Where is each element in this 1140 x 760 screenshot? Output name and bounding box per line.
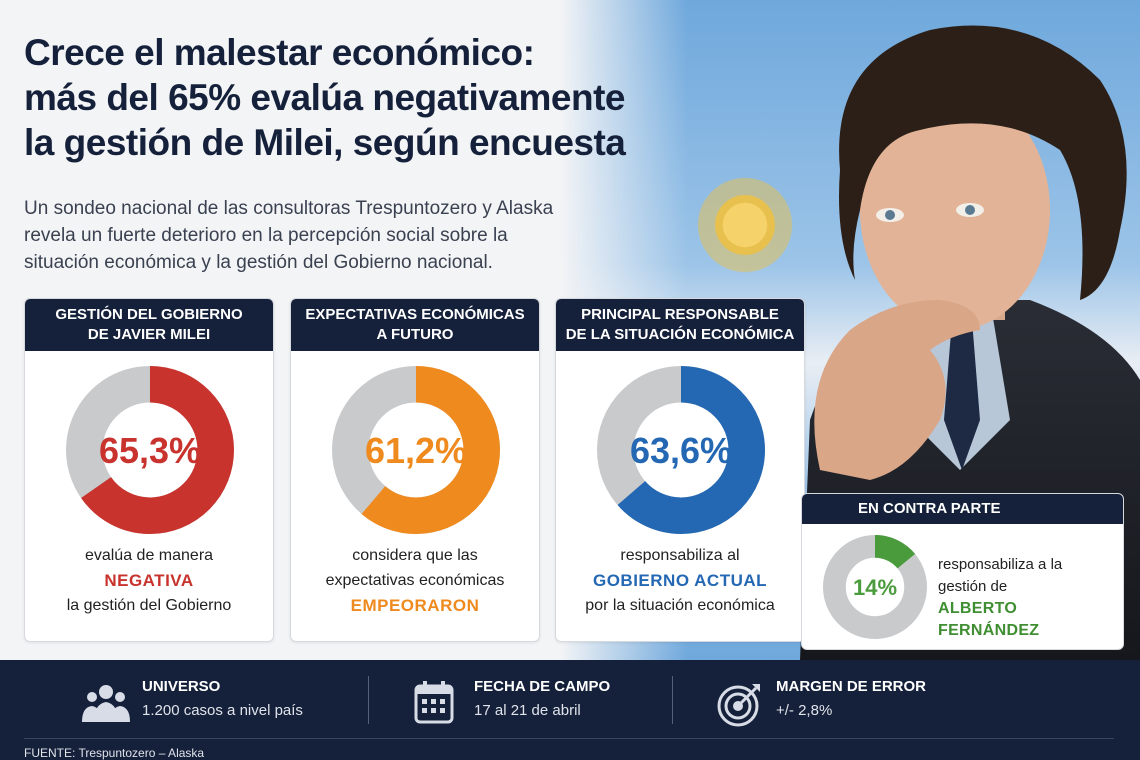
people-icon	[82, 685, 130, 722]
desc-line: la gestión del Gobierno	[66, 597, 232, 614]
subtitle-line: revela un fuerte deterioro en la percepc…	[24, 225, 508, 246]
footer-divider	[368, 676, 369, 724]
donut-chart: 14%	[823, 535, 927, 639]
donut-percentage-label: 61,2%	[365, 430, 467, 471]
card-header: GESTIÓN DEL GOBIERNO DE JAVIER MILEI	[25, 299, 273, 351]
card-description: considera que las expectativas económica…	[291, 543, 539, 618]
footer-label: FECHA DE CAMPO	[474, 678, 611, 695]
donut-value-slice	[66, 366, 234, 534]
card-responsable: PRINCIPAL RESPONSABLE DE LA SITUACIÓN EC…	[555, 298, 805, 642]
donut-value-slice	[597, 366, 765, 534]
side-card-header: EN CONTRA PARTE	[802, 494, 1123, 524]
card-header-line: A FUTURO	[376, 326, 454, 343]
donut-chart: 61,2%	[332, 366, 500, 534]
card-contra-parte: EN CONTRA PARTE 14% responsabiliza a la …	[801, 493, 1124, 650]
subtitle-line: situación económica y la gestión del Gob…	[24, 252, 493, 273]
card-header-line: PRINCIPAL RESPONSABLE	[581, 306, 779, 323]
title-line: Crece el malestar económico:	[24, 32, 535, 73]
footer-label: MARGEN DE ERROR	[776, 678, 927, 695]
portrait-photo	[800, 25, 1140, 660]
donut-percentage-label: 63,6%	[630, 430, 732, 471]
card-header-line: DE JAVIER MILEI	[87, 326, 211, 343]
side-description: responsabiliza a la gestión de ALBERTO F…	[938, 554, 1123, 642]
desc-line: por la situación económica	[585, 597, 775, 614]
card-expectativas: EXPECTATIVAS ECONÓMICAS A FUTURO 61,2% c…	[290, 298, 540, 642]
calendar-icon	[414, 681, 454, 724]
footer-divider	[672, 676, 673, 724]
footer-label: UNIVERSO	[142, 678, 221, 695]
title-line: más del 65% evalúa negativamente	[24, 77, 625, 118]
card-description: evalúa de manera NEGATIVA la gestión del…	[25, 543, 273, 618]
card-header: PRINCIPAL RESPONSABLE DE LA SITUACIÓN EC…	[556, 299, 804, 351]
subtitle-line: Un sondeo nacional de las consultoras Tr…	[24, 198, 554, 219]
desc-line: considera que las	[352, 547, 478, 564]
flag-sun-emblem	[690, 170, 800, 280]
donut-value-slice	[823, 535, 927, 639]
title-line: la gestión de Milei, según encuesta	[24, 122, 626, 163]
donut-percentage-label: 65,3%	[99, 430, 201, 471]
source-note: FUENTE: Trespuntozero – Alaska	[24, 746, 205, 760]
main-title: Crece el malestar económico: más del 65%…	[24, 30, 664, 165]
card-header: EXPECTATIVAS ECONÓMICAS A FUTURO	[291, 299, 539, 351]
footer-bar: UNIVERSO 1.200 casos a nivel país FECHA …	[0, 660, 1140, 760]
donut-chart: 63,6%	[597, 366, 765, 534]
target-icon	[717, 684, 760, 727]
desc-line: gestión de	[938, 578, 1008, 595]
card-header-line: DE LA SITUACIÓN ECONÓMICA	[565, 326, 795, 343]
highlight-text: NEGATIVA	[104, 571, 194, 590]
donut-chart: 65,3%	[66, 366, 234, 534]
subtitle: Un sondeo nacional de las consultoras Tr…	[24, 195, 624, 276]
donut-value-slice	[332, 366, 500, 534]
desc-line: evalúa de manera	[84, 547, 214, 564]
card-header-line: EXPECTATIVAS ECONÓMICAS	[305, 306, 525, 323]
footer-value: +/- 2,8%	[776, 702, 833, 719]
desc-line: responsabiliza a la	[938, 556, 1063, 573]
card-header-line: GESTIÓN DEL GOBIERNO	[55, 306, 243, 323]
desc-line: expectativas económicas	[325, 572, 505, 589]
desc-line: responsabiliza al	[620, 547, 740, 564]
highlight-text: GOBIERNO ACTUAL	[592, 571, 768, 590]
donut-percentage-label: 14%	[853, 575, 897, 600]
footer-value: 17 al 21 de abril	[474, 702, 581, 719]
footer-rule	[24, 738, 1114, 739]
card-description: responsabiliza al GOBIERNO ACTUAL por la…	[556, 543, 804, 618]
card-gestion-gobierno: GESTIÓN DEL GOBIERNO DE JAVIER MILEI 65,…	[24, 298, 274, 642]
footer-value: 1.200 casos a nivel país	[142, 702, 303, 719]
highlight-text: ALBERTO FERNÁNDEZ	[938, 600, 1040, 639]
highlight-text: EMPEORARON	[350, 596, 480, 615]
